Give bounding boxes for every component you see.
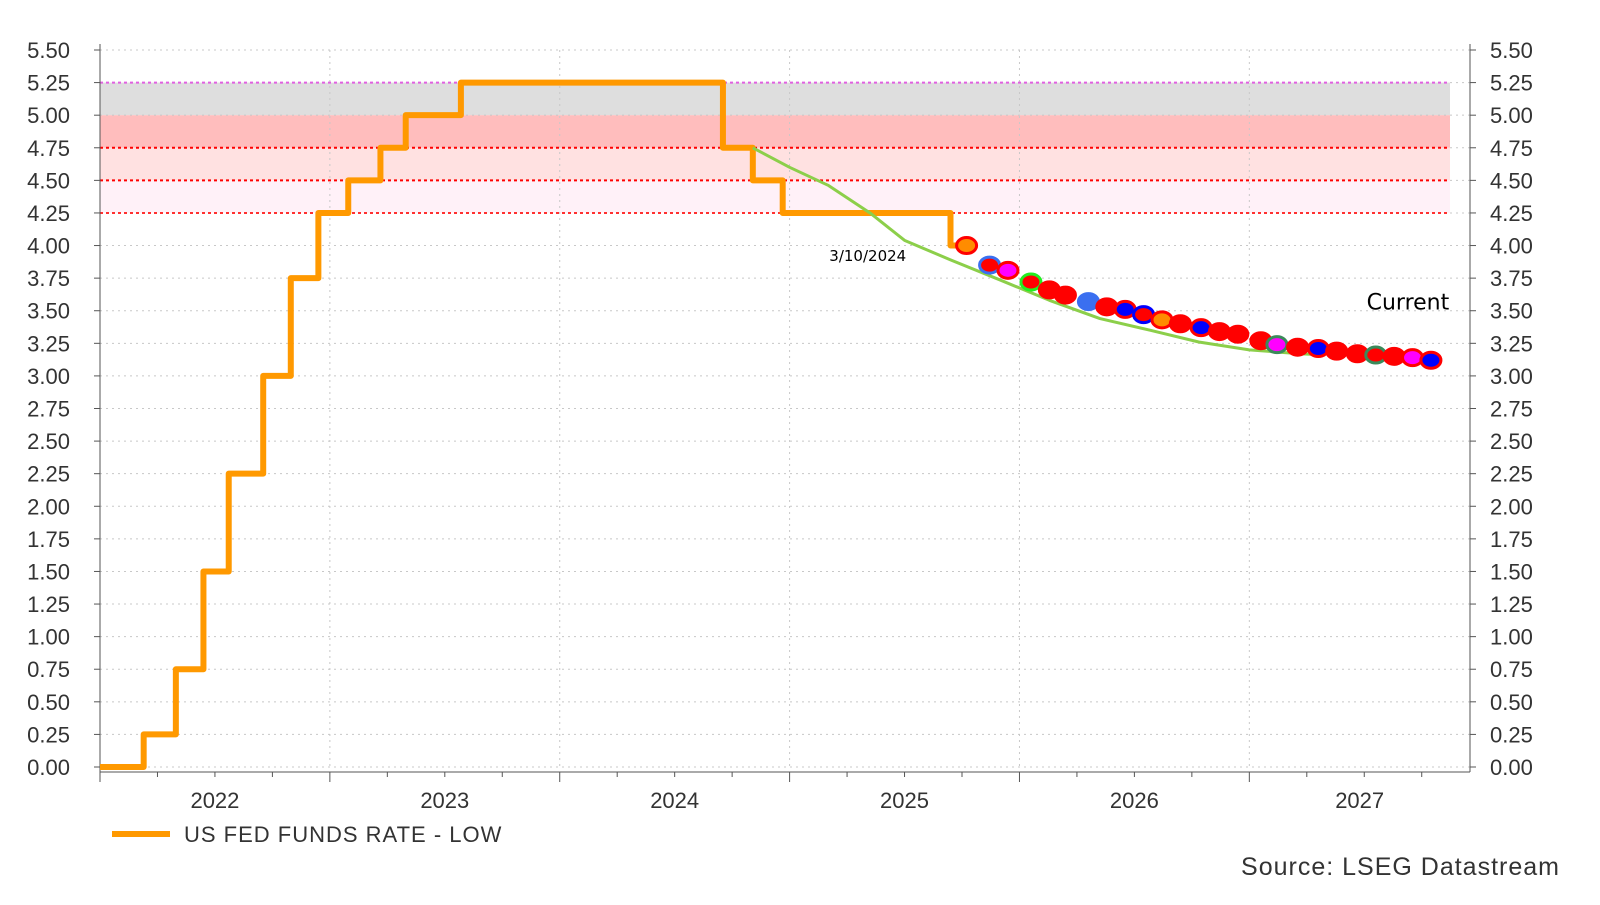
forecast-dot [1019, 272, 1043, 292]
forecast-dot [1419, 350, 1443, 370]
y-tick-label-right: 4.00 [1490, 234, 1533, 259]
y-tick-label-right: 5.25 [1490, 71, 1533, 96]
y-tick-label-right: 4.25 [1490, 201, 1533, 226]
y-tick-label-left: 1.50 [27, 559, 70, 584]
y-tick-label-right: 1.50 [1490, 559, 1533, 584]
annotation: Current [1367, 290, 1450, 315]
y-tick-label-right: 0.00 [1490, 755, 1533, 780]
source-note: Source: LSEG Datastream [1241, 853, 1560, 881]
x-tick-label: 2025 [880, 788, 929, 813]
y-tick-label-left: 2.25 [27, 462, 70, 487]
y-tick-label-left: 4.50 [27, 168, 70, 193]
y-tick-label-left: 1.25 [27, 592, 70, 617]
x-tick-label: 2024 [650, 788, 699, 813]
band [100, 180, 1450, 213]
y-tick-label-left: 3.00 [27, 364, 70, 389]
y-tick-label-left: 2.00 [27, 494, 70, 519]
x-tick-label: 2022 [190, 788, 239, 813]
x-tick-label: 2026 [1110, 788, 1159, 813]
forecast-dot [1150, 310, 1174, 330]
y-tick-label-right: 0.75 [1490, 657, 1533, 682]
y-tick-label-right: 5.00 [1490, 103, 1533, 128]
y-tick-label-right: 3.50 [1490, 299, 1533, 324]
y-tick-label-right: 4.75 [1490, 136, 1533, 161]
y-tick-label-left: 0.25 [27, 722, 70, 747]
forecast-dot [1189, 318, 1213, 338]
y-tick-label-right: 1.25 [1490, 592, 1533, 617]
forecast-dot [1265, 335, 1289, 355]
forecast-dot [1325, 341, 1349, 361]
forecast-dot [955, 236, 979, 256]
legend-label-fed-funds: US FED FUNDS RATE - LOW [184, 822, 502, 847]
y-tick-label-right: 2.50 [1490, 429, 1533, 454]
fed-funds-line [100, 79, 965, 770]
y-tick-label-right: 2.25 [1490, 462, 1533, 487]
forecast-dot [1306, 339, 1330, 359]
band [100, 147, 1450, 181]
forward-curve-line [752, 146, 1326, 357]
y-tick-label-right: 1.75 [1490, 527, 1533, 552]
y-tick-label-right: 1.00 [1490, 625, 1533, 650]
forecast-dot [1401, 348, 1425, 368]
y-tick-label-right: 4.50 [1490, 168, 1533, 193]
forecast-dot [1095, 297, 1119, 317]
y-tick-label-left: 2.75 [27, 397, 70, 422]
y-tick-label-left: 2.50 [27, 429, 70, 454]
y-tick-label-right: 2.75 [1490, 397, 1533, 422]
y-tick-label-right: 3.75 [1490, 266, 1533, 291]
legend: US FED FUNDS RATE - LOW [112, 822, 502, 847]
band [100, 115, 1450, 148]
x-tick-label: 2027 [1335, 788, 1384, 813]
y-tick-label-left: 4.75 [27, 136, 70, 161]
y-tick-label-right: 2.00 [1490, 494, 1533, 519]
forecast-dot [1168, 314, 1192, 334]
y-tick-label-left: 5.50 [27, 38, 70, 63]
band [100, 82, 1450, 116]
y-tick-label-left: 1.00 [27, 625, 70, 650]
y-tick-label-left: 0.00 [27, 755, 70, 780]
y-tick-label-right: 0.50 [1490, 690, 1533, 715]
y-tick-label-right: 0.25 [1490, 722, 1533, 747]
y-tick-label-left: 5.25 [27, 71, 70, 96]
y-tick-label-left: 3.75 [27, 266, 70, 291]
y-tick-label-right: 3.00 [1490, 364, 1533, 389]
annotation: 3/10/2024 [829, 247, 906, 265]
y-tick-label-left: 4.25 [27, 201, 70, 226]
y-tick-label-left: 0.50 [27, 690, 70, 715]
y-tick-label-left: 0.75 [27, 657, 70, 682]
y-tick-label-left: 3.25 [27, 331, 70, 356]
forecast-dot [1286, 337, 1310, 357]
forecast-dot [1226, 324, 1250, 344]
forecast-dot [1053, 285, 1077, 305]
forecast-dot [1207, 322, 1231, 342]
y-tick-label-left: 4.00 [27, 234, 70, 259]
y-tick-label-left: 1.75 [27, 527, 70, 552]
y-tick-label-left: 3.50 [27, 299, 70, 324]
y-tick-label-left: 5.00 [27, 103, 70, 128]
x-tick-label: 2023 [420, 788, 469, 813]
y-tick-label-right: 3.25 [1490, 331, 1533, 356]
y-tick-label-right: 5.50 [1490, 38, 1533, 63]
forecast-dot [996, 260, 1020, 280]
